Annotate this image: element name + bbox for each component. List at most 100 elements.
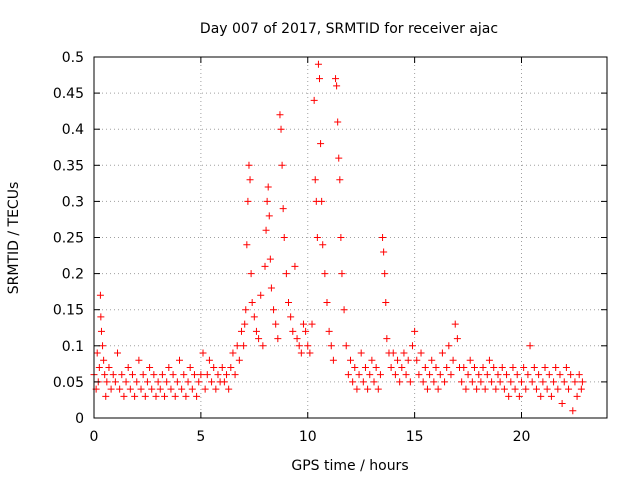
data-point: [556, 371, 564, 379]
data-point: [169, 371, 177, 379]
y-tick-label: 0.3: [62, 194, 84, 210]
data-point: [404, 356, 412, 364]
data-point: [462, 385, 470, 393]
data-point: [337, 234, 345, 241]
data-point: [464, 371, 472, 379]
data-point: [274, 335, 282, 343]
data-point: [524, 371, 532, 379]
data-point: [383, 335, 391, 343]
data-point: [176, 356, 183, 364]
data-point: [205, 356, 213, 364]
data-point: [186, 363, 194, 371]
data-point: [128, 371, 136, 379]
x-axis-label: GPS time / hours: [291, 458, 408, 474]
data-point: [389, 349, 397, 357]
data-point: [327, 342, 335, 350]
data-point: [492, 385, 500, 393]
data-point: [391, 371, 399, 379]
data-point: [334, 118, 342, 126]
data-point: [285, 298, 293, 306]
data-point: [295, 342, 303, 350]
data-point: [545, 371, 553, 379]
data-point: [372, 363, 380, 371]
data-point: [368, 356, 376, 364]
data-point: [306, 349, 314, 357]
data-point: [381, 270, 389, 278]
data-point: [357, 349, 365, 357]
data-point: [526, 342, 534, 350]
data-point: [552, 363, 560, 371]
data-point: [233, 342, 241, 350]
data-point: [107, 385, 115, 393]
data-point: [126, 385, 134, 393]
data-point: [530, 363, 538, 371]
data-point: [252, 327, 260, 335]
data-point: [325, 327, 333, 335]
data-point: [96, 291, 104, 299]
data-point: [318, 197, 326, 205]
data-point: [503, 371, 511, 379]
data-point: [394, 356, 402, 364]
data-point: [227, 363, 235, 371]
data-point: [349, 378, 357, 386]
data-point: [434, 385, 442, 393]
data-point: [154, 378, 162, 386]
data-point: [297, 349, 305, 357]
data-point: [203, 371, 211, 379]
data-point: [246, 176, 254, 184]
data-point: [485, 356, 493, 364]
data-point: [445, 342, 453, 350]
data-point: [316, 75, 324, 83]
data-point: [507, 378, 515, 386]
data-point: [477, 378, 485, 386]
data-point: [438, 349, 446, 357]
y-tick-label: 0.5: [62, 50, 84, 66]
data-point: [141, 392, 149, 400]
data-point: [460, 363, 468, 371]
data-point: [573, 392, 581, 400]
data-point: [567, 371, 575, 379]
data-point: [313, 234, 321, 241]
data-point: [279, 205, 287, 213]
data-point: [231, 371, 239, 379]
data-point: [479, 363, 487, 371]
data-point: [264, 183, 272, 191]
data-point: [235, 356, 243, 364]
data-point: [180, 371, 188, 379]
grid: [94, 57, 607, 418]
data-point: [347, 356, 354, 364]
data-point: [190, 371, 198, 379]
data-point: [575, 371, 583, 379]
data-point: [336, 176, 344, 184]
data-point: [276, 111, 284, 119]
data-point: [100, 356, 108, 364]
data-point: [423, 385, 431, 393]
data-point: [237, 327, 245, 335]
x-tick-label: 15: [406, 429, 424, 445]
data-point: [500, 385, 508, 393]
data-point: [364, 385, 372, 393]
data-point: [277, 125, 285, 133]
data-point: [333, 82, 341, 90]
data-point: [114, 349, 122, 357]
data-point: [299, 320, 307, 328]
data-point: [152, 392, 160, 400]
data-point: [267, 284, 275, 292]
data-point: [398, 363, 406, 371]
data-point: [562, 363, 570, 371]
data-point: [250, 313, 258, 321]
data-point: [287, 313, 295, 321]
data-point: [577, 385, 585, 393]
data-point: [158, 371, 166, 379]
data-point: [171, 392, 179, 400]
data-point: [441, 378, 449, 386]
data-point: [498, 363, 506, 371]
data-point: [242, 306, 250, 314]
data-point: [148, 385, 156, 393]
data-point: [103, 378, 111, 386]
x-tick-label: 5: [196, 429, 205, 445]
y-tick-label: 0: [75, 411, 84, 427]
data-point: [137, 385, 145, 393]
data-point: [220, 378, 228, 386]
data-point: [344, 371, 352, 379]
